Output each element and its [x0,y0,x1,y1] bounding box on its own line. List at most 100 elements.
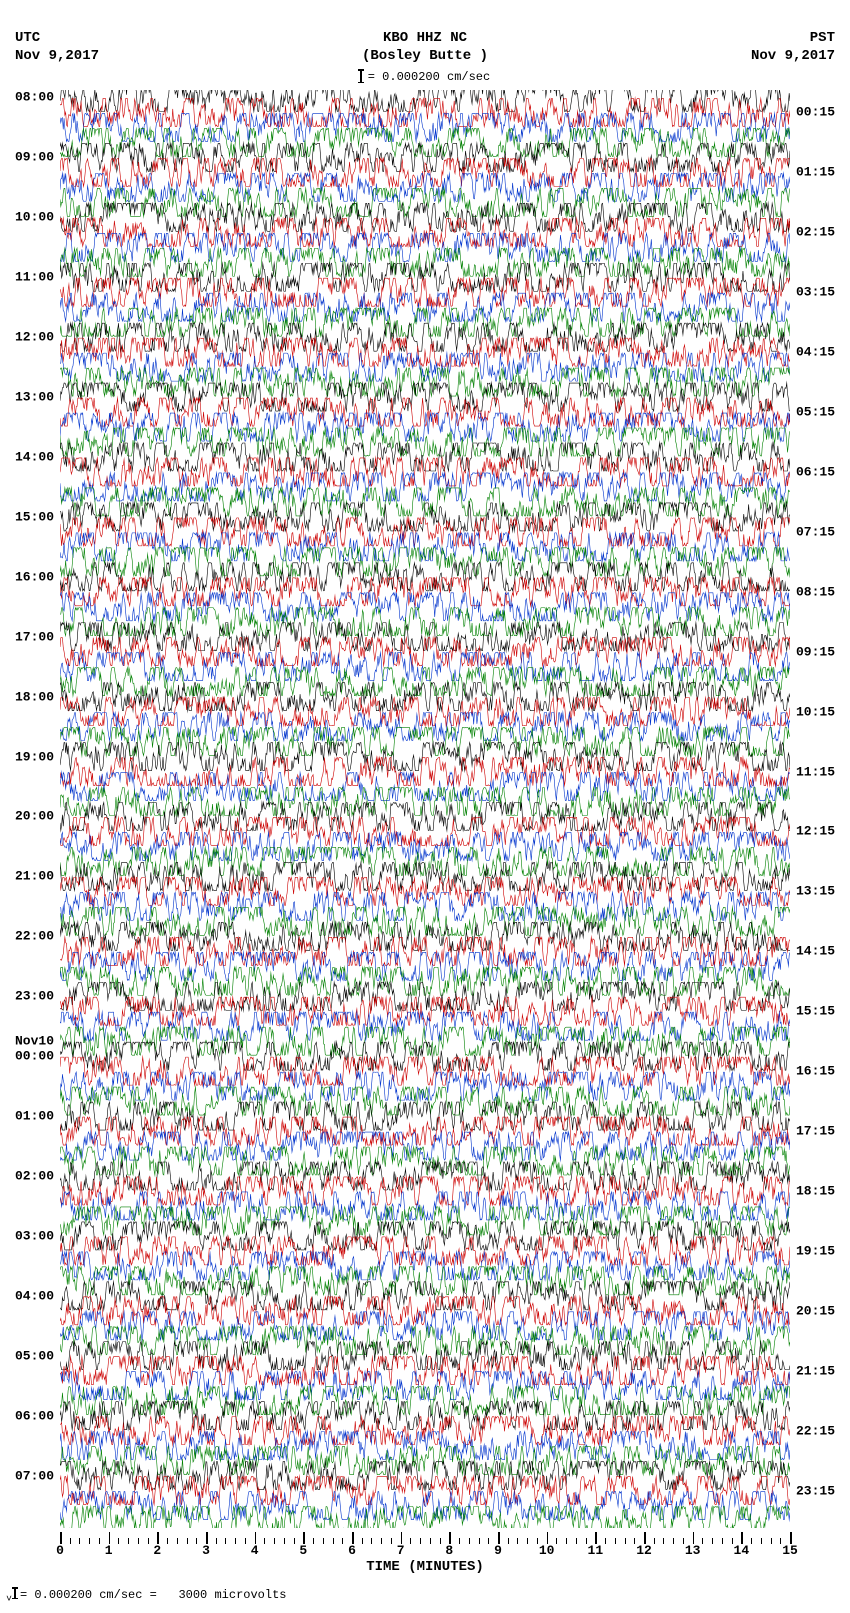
y-left-label: 13:00 [0,390,54,405]
x-tick-minor [654,1538,655,1544]
x-tick-minor [615,1538,616,1544]
x-tick-minor [323,1538,324,1544]
x-tick-minor [625,1538,626,1544]
y-right-label: 06:15 [796,464,850,479]
x-tick-label: 8 [445,1543,453,1558]
x-tick-minor [264,1538,265,1544]
y-right-label: 02:15 [796,225,850,240]
station-line1: KBO HHZ NC [0,30,850,46]
y-left-label: 02:00 [0,1168,54,1183]
y-left-label: 06:00 [0,1408,54,1423]
x-tick-minor [537,1538,538,1544]
y-left-label: 00:00 [0,1049,54,1064]
x-tick-minor [469,1538,470,1544]
y-left-label: 04:00 [0,1288,54,1303]
x-tick-minor [780,1538,781,1544]
x-axis-title: TIME (MINUTES) [0,1559,850,1575]
x-tick-minor [89,1538,90,1544]
y-right-label: 19:15 [796,1243,850,1258]
x-tick-minor [99,1538,100,1544]
x-tick-label: 12 [636,1543,652,1558]
seismogram-plot [60,90,790,1528]
x-tick-minor [663,1538,664,1544]
x-tick-minor [634,1538,635,1544]
x-tick-minor [245,1538,246,1544]
x-tick-minor [732,1538,733,1544]
x-tick-minor [79,1538,80,1544]
y-axis-right-labels: 00:1501:1502:1503:1504:1505:1506:1507:15… [792,90,850,1528]
x-tick-minor [722,1538,723,1544]
x-tick-minor [128,1538,129,1544]
y-left-label: 22:00 [0,929,54,944]
scale-text: = 0.000200 cm/sec [368,70,490,84]
x-tick-minor [488,1538,489,1544]
x-tick-minor [771,1538,772,1544]
x-tick-minor [196,1538,197,1544]
footer-scale: ˅ = 0.000200 cm/sec = 3000 microvolts [6,1588,286,1605]
x-tick-minor [712,1538,713,1544]
x-tick-minor [576,1538,577,1544]
y-left-label: 08:00 [0,90,54,105]
y-right-label: 12:15 [796,824,850,839]
y-right-label: 14:15 [796,944,850,959]
y-left-label: 20:00 [0,809,54,824]
y-left-label: 03:00 [0,1228,54,1243]
x-tick-label: 6 [348,1543,356,1558]
y-left-label: 10:00 [0,210,54,225]
scale-bar-icon [360,69,362,83]
x-tick-minor [702,1538,703,1544]
y-left-label: 15:00 [0,509,54,524]
x-tick-minor [216,1538,217,1544]
x-tick-minor [761,1538,762,1544]
x-tick-minor [187,1538,188,1544]
x-tick-minor [313,1538,314,1544]
x-tick-minor [225,1538,226,1544]
y-right-label: 22:15 [796,1423,850,1438]
x-tick-minor [333,1538,334,1544]
footer-prefix: = 0.000200 cm/sec = [20,1588,157,1602]
x-tick-label: 2 [153,1543,161,1558]
footer-bar-icon [14,1587,16,1599]
x-tick-minor [479,1538,480,1544]
x-tick-label: 4 [251,1543,259,1558]
x-tick-label: 14 [734,1543,750,1558]
x-tick-minor [138,1538,139,1544]
y-right-label: 01:15 [796,165,850,180]
x-tick-minor [381,1538,382,1544]
x-tick-label: 5 [299,1543,307,1558]
y-right-label: 15:15 [796,1004,850,1019]
footer-suffix: 3000 microvolts [178,1588,286,1602]
footer-caret-icon: ˅ [6,1594,12,1605]
x-tick-minor [235,1538,236,1544]
y-left-label: 16:00 [0,569,54,584]
y-right-label: 07:15 [796,524,850,539]
y-left-label: 11:00 [0,270,54,285]
y-right-label: 13:15 [796,884,850,899]
x-tick-label: 11 [588,1543,604,1558]
y-right-label: 11:15 [796,764,850,779]
x-tick-label: 10 [539,1543,555,1558]
x-tick-label: 15 [782,1543,798,1558]
x-tick-minor [683,1538,684,1544]
scale-legend: = 0.000200 cm/sec [0,70,850,84]
x-tick-label: 3 [202,1543,210,1558]
y-right-label: 10:15 [796,704,850,719]
y-right-label: 08:15 [796,584,850,599]
x-tick-minor [556,1538,557,1544]
x-tick-minor [566,1538,567,1544]
x-tick-minor [420,1538,421,1544]
x-tick-minor [167,1538,168,1544]
x-tick-label: 7 [397,1543,405,1558]
y-right-label: 05:15 [796,405,850,420]
y-left-label: 05:00 [0,1348,54,1363]
x-tick-minor [517,1538,518,1544]
x-tick-minor [70,1538,71,1544]
x-tick-minor [148,1538,149,1544]
x-tick-minor [440,1538,441,1544]
y-right-label: 04:15 [796,345,850,360]
x-tick-minor [362,1538,363,1544]
station-line2: (Bosley Butte ) [0,48,850,64]
y-right-label: 23:15 [796,1483,850,1498]
x-tick-minor [342,1538,343,1544]
x-tick-minor [459,1538,460,1544]
